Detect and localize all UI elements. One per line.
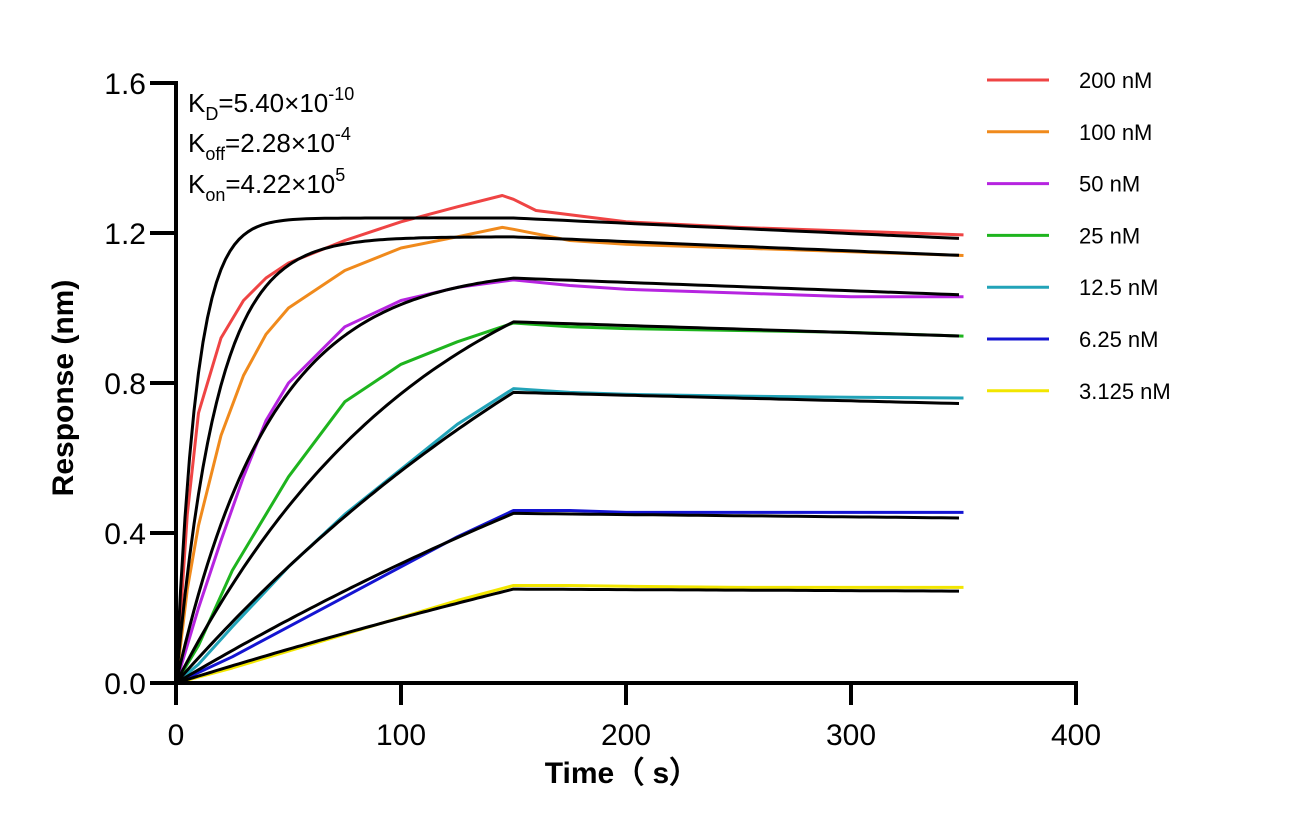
y-tick-label: 1.6 [104,68,146,101]
y-tick-label: 1.2 [104,218,146,251]
fit-curve-100-nm [174,235,960,684]
x-axis-title: Time（ s） [545,756,700,790]
legend-label: 25 nM [1079,223,1140,248]
legend-label: 200 nM [1079,68,1152,93]
legend-label: 100 nM [1079,120,1152,145]
legend-label: 6.25 nM [1079,327,1159,352]
fit-curve-3.125-nm [175,587,959,685]
kinetics-annotation: KD=5.40×10-10 Koff=2.28×10-4 Kon=4.22×10… [188,84,354,205]
y-axis-title: Response (nm) [47,280,80,497]
x-tick-label: 300 [826,719,876,752]
legend: 200 nM 100 nM 50 nM 25 nM 12.5 nM 6.25 nM 3.12… [987,68,1171,404]
x-tick-label: 400 [1051,719,1101,752]
measured-curve-200-nm [174,194,964,684]
fit-curve-50-nm [174,276,960,684]
fit-curve-12.5-nm [174,390,960,684]
x-tick-label: 0 [168,719,185,752]
fit-curve-25-nm [174,320,960,684]
x-tick-label: 200 [601,719,651,752]
measured-curve-12.5-nm [175,387,964,685]
koff-label: Koff=2.28×10-4 [188,124,351,164]
fit-curve-200-nm [174,216,960,684]
legend-label: 3.125 nM [1079,379,1171,404]
y-tick-label: 0.8 [104,368,146,401]
x-tick-label: 100 [376,719,426,752]
y-tick-label: 0.0 [104,668,146,701]
plot-area [174,194,964,685]
measured-curve-6.25-nm [175,509,964,685]
legend-label: 50 nM [1079,172,1140,197]
measured-curve-3.125-nm [175,584,964,685]
legend-label: 12.5 nM [1079,275,1159,300]
fit-curve-6.25-nm [175,511,960,685]
y-tick-label: 0.4 [104,518,146,551]
axes: 0 100 200 300 400 0.0 0.4 0.8 1.2 1.6 [104,68,1101,752]
kon-label: Kon=4.22×105 [188,165,345,205]
measured-curve-100-nm [174,225,964,684]
measured-curve-50-nm [174,278,964,684]
measured-curve-25-nm [174,321,964,684]
kd-label: KD=5.40×10-10 [188,84,354,124]
